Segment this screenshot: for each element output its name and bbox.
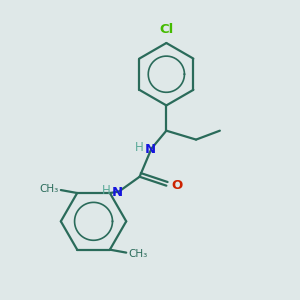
Text: O: O: [172, 179, 183, 192]
Text: CH₃: CH₃: [39, 184, 58, 194]
Text: H: H: [102, 184, 110, 196]
Text: CH₃: CH₃: [129, 249, 148, 259]
Text: H: H: [134, 140, 143, 154]
Text: N: N: [144, 142, 156, 156]
Text: N: N: [112, 186, 123, 199]
Text: Cl: Cl: [159, 23, 173, 37]
